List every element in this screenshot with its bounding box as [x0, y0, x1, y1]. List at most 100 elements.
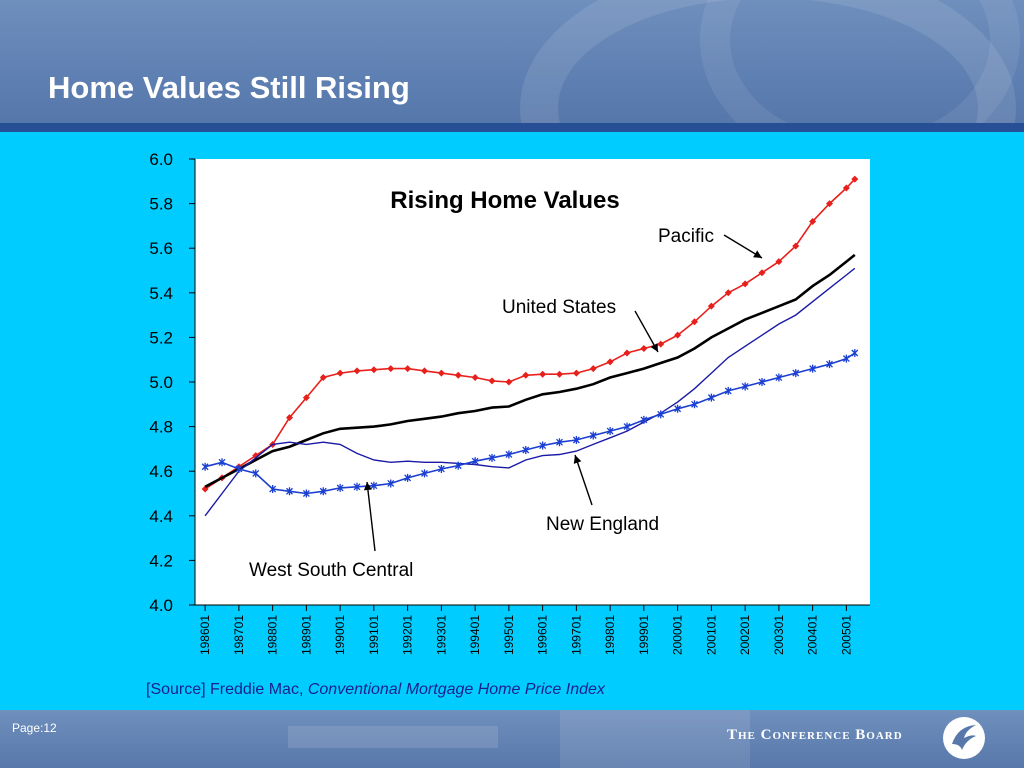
- data-point-west-south-central: [505, 450, 513, 459]
- data-point-west-south-central: [707, 393, 715, 402]
- footer-decoration: [560, 710, 750, 768]
- data-point-pacific: [488, 377, 496, 385]
- data-point-west-south-central: [572, 435, 580, 444]
- x-tick-label: 199701: [569, 615, 583, 655]
- data-point-pacific: [606, 358, 614, 366]
- annotation-leader-new-england: [574, 454, 593, 506]
- data-point-west-south-central: [454, 461, 462, 470]
- data-point-pacific: [522, 371, 530, 379]
- source-prefix: [Source] Freddie Mac,: [146, 681, 308, 698]
- x-tick-label: 199301: [434, 615, 448, 655]
- x-tick-label: 199401: [468, 615, 482, 655]
- data-point-pacific: [252, 452, 260, 460]
- y-tick-label: 4.6: [149, 462, 173, 481]
- data-point-west-south-central: [353, 482, 361, 491]
- y-tick-label: 5.0: [149, 373, 173, 392]
- data-point-pacific: [437, 369, 445, 377]
- data-point-pacific: [640, 345, 648, 353]
- y-tick-label: 5.4: [149, 284, 173, 303]
- data-point-west-south-central: [826, 360, 833, 369]
- data-point-pacific: [792, 242, 800, 250]
- source-note: [Source] Freddie Mac, Conventional Mortg…: [146, 681, 605, 699]
- data-point-pacific: [353, 367, 361, 375]
- data-point-pacific: [623, 349, 631, 357]
- plot-area: [195, 159, 870, 605]
- y-tick-label: 6.0: [149, 150, 173, 169]
- data-point-pacific: [302, 394, 310, 402]
- data-point-west-south-central: [218, 458, 226, 467]
- data-point-west-south-central: [775, 373, 783, 382]
- data-point-pacific: [589, 365, 597, 373]
- x-tick-label: 200401: [806, 615, 820, 655]
- x-tick-label: 199201: [401, 615, 415, 655]
- y-tick-label: 5.6: [149, 239, 173, 258]
- data-point-pacific: [707, 302, 715, 310]
- footer-decoration: [288, 726, 498, 748]
- data-point-west-south-central: [851, 349, 859, 358]
- series-line-united-states: [204, 253, 856, 488]
- slide-title: Home Values Still Rising: [48, 70, 410, 105]
- data-point-pacific: [842, 184, 850, 192]
- data-point-west-south-central: [201, 462, 209, 471]
- x-tick-label: 198701: [232, 615, 246, 655]
- data-point-pacific: [851, 175, 859, 183]
- y-tick-label: 4.4: [149, 507, 173, 526]
- data-point-pacific: [826, 200, 833, 208]
- series-line-west-south-central: [204, 352, 856, 495]
- data-point-west-south-central: [809, 364, 817, 373]
- data-point-west-south-central: [404, 473, 412, 482]
- data-point-west-south-central: [522, 446, 530, 455]
- x-tick-label: 200201: [738, 615, 752, 655]
- x-tick-label: 198601: [198, 615, 212, 655]
- x-tick-label: 200301: [772, 615, 786, 655]
- annotation-arrowhead-new-england: [573, 455, 582, 464]
- data-point-pacific: [539, 370, 547, 378]
- annotation-united-states: United States: [502, 297, 616, 318]
- conference-board-logo-icon: [943, 717, 985, 759]
- y-tick-label: 5.2: [149, 328, 173, 347]
- data-point-pacific: [741, 280, 749, 288]
- data-point-west-south-central: [336, 483, 344, 492]
- y-tick-label: 4.8: [149, 418, 173, 437]
- data-point-pacific: [572, 369, 580, 377]
- data-point-west-south-central: [842, 354, 850, 363]
- x-tick-label: 199501: [502, 615, 516, 655]
- data-point-pacific: [724, 289, 732, 297]
- data-point-west-south-central: [539, 441, 547, 450]
- x-tick-label: 199801: [603, 615, 617, 655]
- chart-title: Rising Home Values: [390, 187, 619, 214]
- annotation-arrowhead-west-south-central: [363, 482, 372, 491]
- data-point-west-south-central: [269, 485, 277, 494]
- data-point-pacific: [674, 331, 682, 339]
- header-rule: [0, 123, 1024, 132]
- x-tick-label: 199101: [367, 615, 381, 655]
- page-number: Page:12: [12, 721, 57, 735]
- data-point-pacific: [286, 414, 293, 422]
- data-point-west-south-central: [387, 479, 395, 488]
- y-tick-label: 5.8: [149, 195, 173, 214]
- data-point-west-south-central: [370, 481, 378, 490]
- data-point-pacific: [319, 374, 327, 382]
- data-point-west-south-central: [286, 487, 293, 496]
- data-point-pacific: [758, 269, 766, 277]
- annotation-new-england: New England: [546, 514, 659, 535]
- annotation-west-south-central: West South Central: [249, 560, 413, 581]
- data-point-west-south-central: [724, 386, 732, 395]
- data-point-west-south-central: [792, 369, 800, 378]
- data-point-west-south-central: [302, 489, 310, 498]
- data-point-pacific: [775, 258, 783, 266]
- x-tick-label: 198801: [266, 615, 280, 655]
- data-point-pacific: [471, 374, 479, 382]
- data-point-pacific: [370, 366, 378, 374]
- data-point-west-south-central: [589, 431, 597, 440]
- data-point-west-south-central: [758, 378, 766, 386]
- brand-name: The Conference Board: [727, 727, 903, 743]
- x-tick-label: 200101: [704, 615, 718, 655]
- data-point-west-south-central: [556, 438, 563, 447]
- annotation-arrowhead-united-states: [650, 343, 658, 352]
- x-tick-label: 199601: [536, 615, 550, 655]
- data-point-pacific: [505, 378, 513, 386]
- data-point-west-south-central: [421, 469, 428, 478]
- data-point-pacific: [556, 370, 563, 378]
